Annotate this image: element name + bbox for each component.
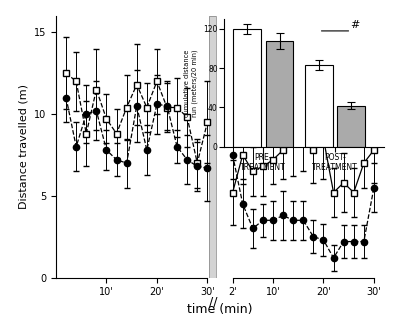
Y-axis label: Distance travelled (m): Distance travelled (m) [18, 84, 28, 209]
Y-axis label: cumulative distance
run (meters/20 min): cumulative distance run (meters/20 min) [184, 49, 198, 117]
Bar [209, 16, 216, 278]
Text: *: * [274, 78, 282, 96]
Text: *: * [344, 119, 353, 137]
Bar [338, 106, 365, 147]
Bar [209, 16, 216, 278]
Bar [305, 65, 332, 147]
Bar [266, 41, 293, 147]
Text: #: # [350, 20, 359, 30]
X-axis label: time (min): time (min) [187, 303, 253, 316]
Text: *: * [329, 71, 338, 90]
Bar [233, 29, 261, 147]
Text: //: // [209, 296, 217, 309]
